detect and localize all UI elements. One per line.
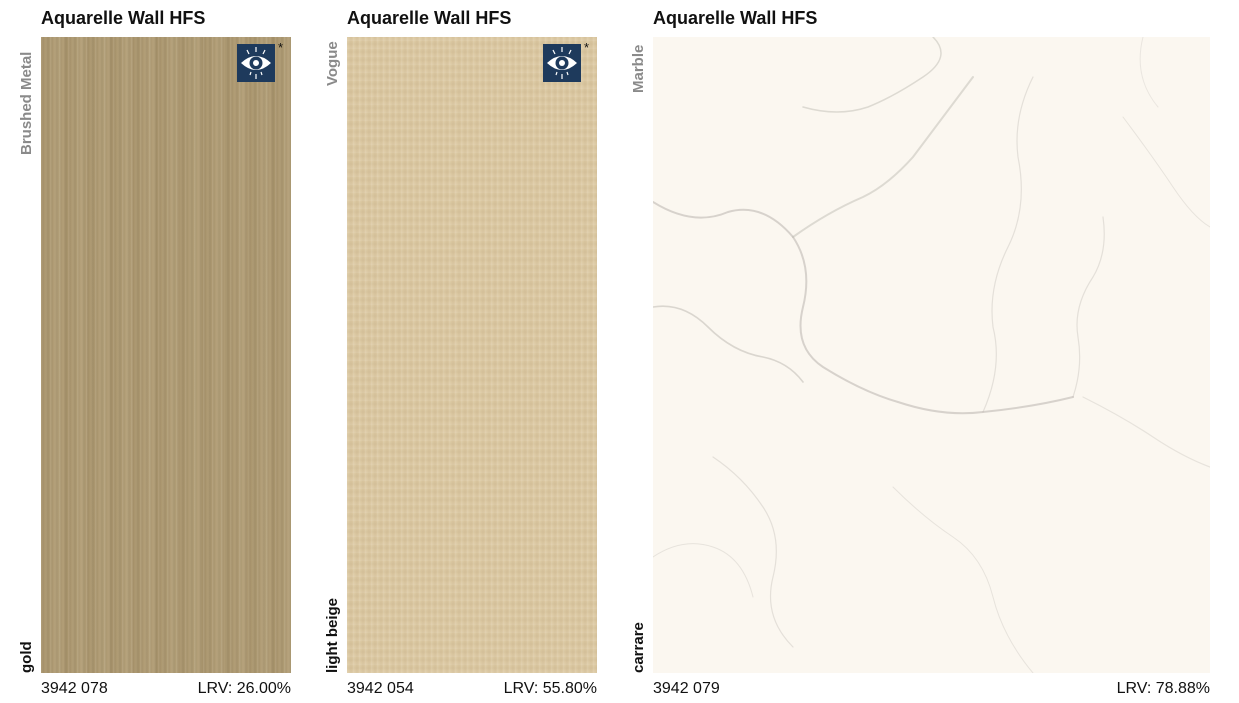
card-title: Aquarelle Wall HFS [41, 8, 206, 28]
lrv-value: LRV: 78.88% [1116, 680, 1210, 697]
card-title: Aquarelle Wall HFS [347, 8, 512, 28]
eye-footnote-marker: * [584, 40, 590, 55]
decor-type-label: Brushed Metal [18, 51, 35, 155]
decor-card-vogue: Aquarelle Wall HFS Vogue light beige * 3… [306, 0, 606, 703]
product-code: 3942 078 [41, 680, 108, 697]
card-title: Aquarelle Wall HFS [653, 8, 818, 28]
lrv-value: LRV: 55.80% [503, 680, 597, 697]
product-code: 3942 054 [347, 680, 414, 697]
product-code: 3942 079 [653, 680, 720, 697]
eye-icon [543, 44, 581, 82]
decor-type-label: Vogue [324, 41, 341, 86]
marble-veining [653, 37, 1210, 673]
decor-card-marble: Aquarelle Wall HFS Marble carrare 3942 0… [612, 0, 1222, 703]
color-name-label: carrare [630, 622, 647, 673]
eye-footnote-marker: * [278, 40, 284, 55]
lrv-value: LRV: 26.00% [197, 680, 291, 697]
decor-swatch: * [347, 37, 597, 673]
color-name-label: light beige [324, 598, 341, 673]
eye-icon [237, 44, 275, 82]
decor-swatch: * [41, 37, 291, 673]
decor-card-brushed-metal: Aquarelle Wall HFS Brushed Metal gold * … [0, 0, 300, 703]
color-name-label: gold [18, 641, 35, 673]
decor-swatch [653, 37, 1210, 673]
decor-type-label: Marble [630, 44, 647, 93]
